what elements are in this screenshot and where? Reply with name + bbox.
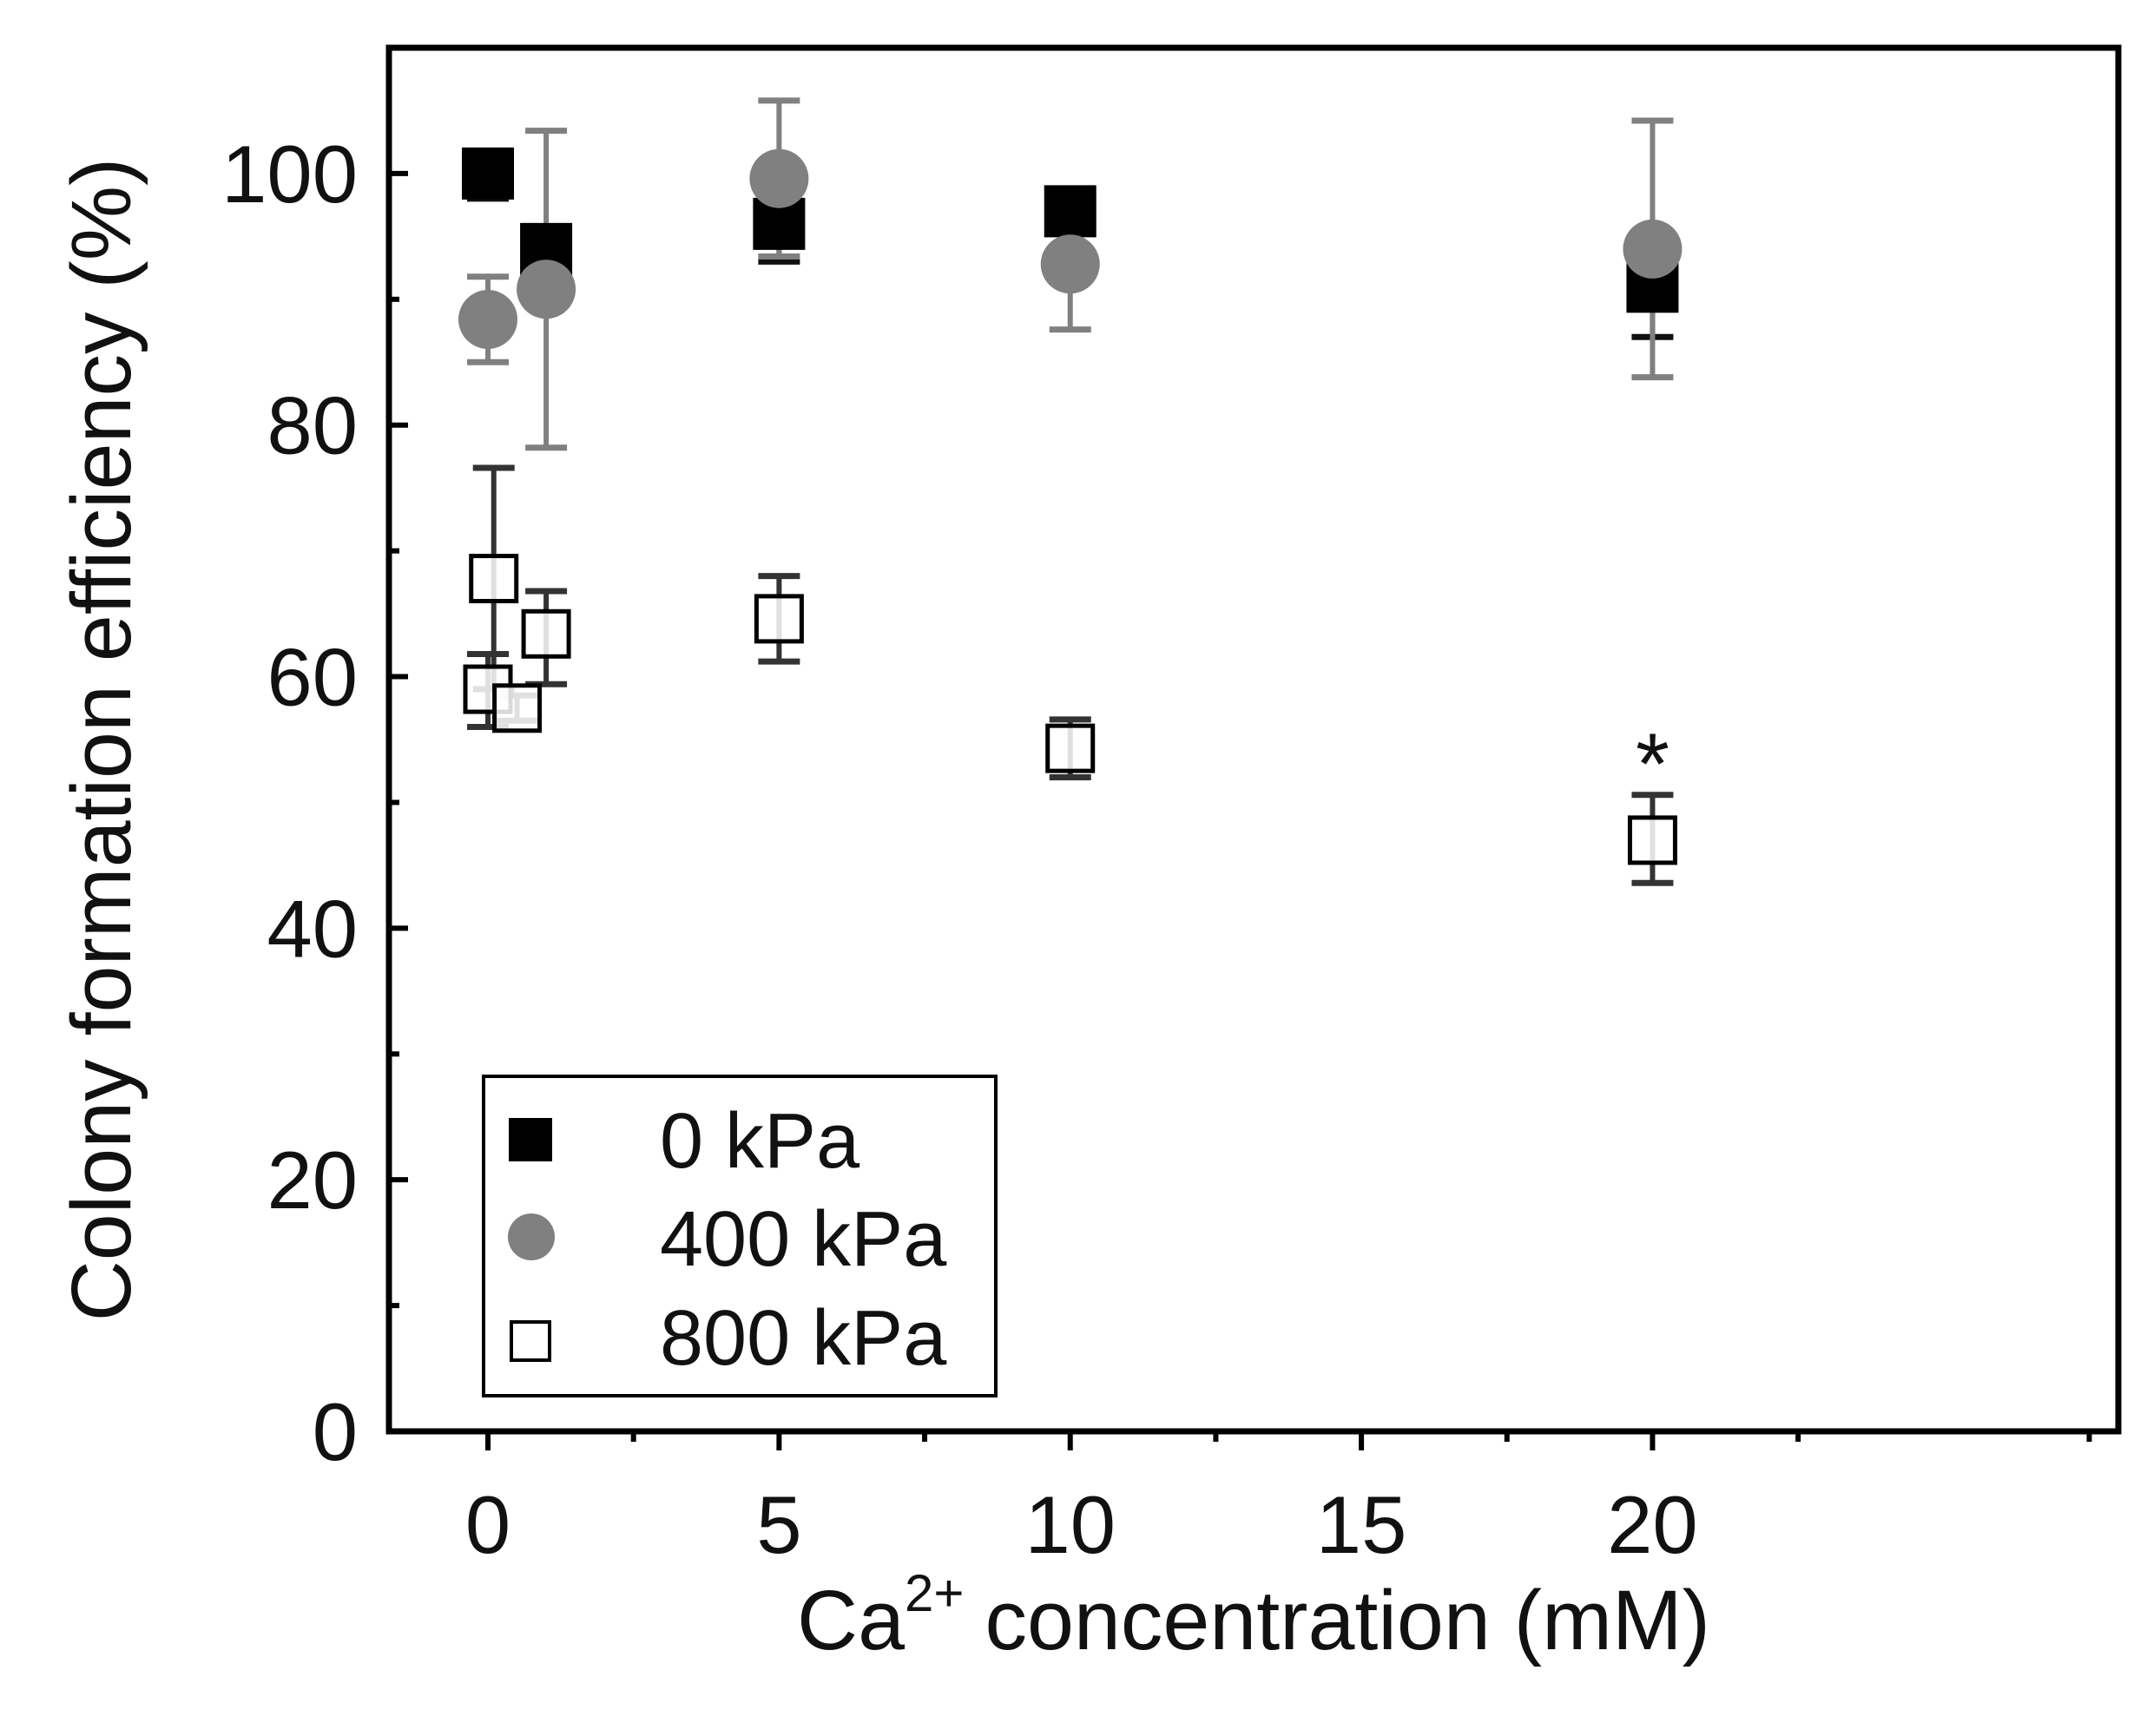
y-tick-label: 100 — [221, 128, 358, 220]
data-point-800kpa — [754, 594, 804, 644]
legend-marker-0kpa — [509, 1118, 552, 1161]
x-axis-title: Ca2+ concentration (mM) — [797, 1564, 1710, 1667]
data-point-400kpa — [458, 290, 518, 350]
y-tick-label: 20 — [267, 1134, 358, 1226]
data-point-800kpa — [492, 683, 543, 733]
legend-box — [482, 1075, 998, 1397]
legend-marker-800kpa — [510, 1320, 551, 1362]
x-tick-label: 5 — [756, 1479, 801, 1570]
legend-label-400kpa: 400 kPa — [660, 1196, 947, 1283]
data-point-800kpa — [1627, 815, 1677, 865]
legend-label-800kpa: 800 kPa — [660, 1295, 947, 1382]
y-axis-title: Colony formation efficiency (%) — [54, 158, 148, 1322]
marker-layer — [458, 147, 1683, 865]
data-point-0kpa — [462, 147, 515, 200]
x-tick-label: 0 — [465, 1479, 510, 1570]
data-point-800kpa — [1045, 723, 1096, 773]
y-tick-label: 60 — [267, 632, 358, 723]
significance-asterisk: * — [1636, 715, 1670, 812]
x-axis-title-superscript: 2+ — [905, 1564, 964, 1622]
data-point-400kpa — [517, 260, 576, 319]
y-tick-label: 40 — [267, 883, 358, 974]
y-tick-label: 0 — [313, 1386, 358, 1477]
x-tick-label: 20 — [1607, 1479, 1698, 1570]
legend: 0 kPa 400 kPa 800 kPa — [482, 1075, 998, 1397]
data-point-800kpa — [521, 608, 571, 659]
label-layer: 0 20 40 60 80 100 0 5 10 15 20 * — [221, 128, 1698, 1570]
y-tick-label: 80 — [267, 380, 358, 471]
x-axis-title-base: Ca — [797, 1573, 905, 1667]
data-point-0kpa — [1044, 185, 1097, 238]
legend-marker-400kpa — [508, 1213, 555, 1260]
data-point-400kpa — [1623, 219, 1683, 279]
data-point-800kpa — [469, 554, 519, 604]
x-axis-title-rest: concentration (mM) — [985, 1573, 1710, 1667]
x-tick-label: 10 — [1024, 1479, 1116, 1570]
plot-frame — [385, 44, 2122, 1435]
data-point-400kpa — [749, 148, 809, 208]
legend-label-0kpa: 0 kPa — [660, 1098, 860, 1185]
x-tick-label: 15 — [1316, 1479, 1407, 1570]
data-point-400kpa — [1040, 234, 1100, 294]
